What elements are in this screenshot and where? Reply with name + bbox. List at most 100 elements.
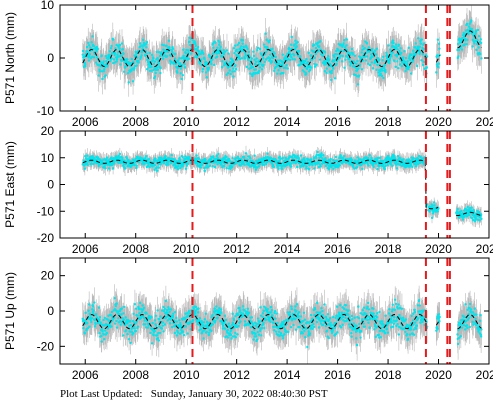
data-point <box>197 50 201 53</box>
data-point <box>232 61 235 64</box>
data-point <box>290 162 293 165</box>
data-point <box>284 157 288 160</box>
data-point <box>228 69 231 72</box>
data-point <box>271 163 275 167</box>
data-point <box>396 48 399 51</box>
data-point <box>364 59 368 62</box>
data-point <box>317 49 320 52</box>
y-tick-label: -20 <box>37 231 55 245</box>
data-point <box>295 45 298 48</box>
data-point <box>289 58 292 62</box>
data-point <box>315 156 318 160</box>
data-point <box>379 72 382 76</box>
data-point <box>377 71 380 74</box>
data-point <box>112 61 115 65</box>
data-point <box>151 165 154 168</box>
data-point <box>208 164 211 168</box>
data-point <box>136 155 139 159</box>
data-point <box>360 51 363 54</box>
data-point <box>153 164 157 167</box>
data-point <box>420 59 423 62</box>
data-point <box>179 72 182 75</box>
data-point <box>186 58 189 62</box>
data-point <box>366 62 370 65</box>
data-point <box>210 62 213 66</box>
data-point <box>384 71 387 74</box>
data-point <box>433 204 436 207</box>
data-point <box>353 54 357 57</box>
data-point <box>370 53 373 56</box>
data-point <box>83 55 86 58</box>
data-point <box>145 67 149 71</box>
data-point <box>350 47 354 51</box>
data-point <box>290 35 293 39</box>
data-point <box>99 65 103 68</box>
data-point <box>233 70 236 73</box>
data-point <box>173 57 177 60</box>
data-point <box>374 53 378 56</box>
data-point <box>145 161 148 164</box>
data-point <box>155 166 158 169</box>
data-point <box>269 156 273 160</box>
data-point <box>328 159 332 163</box>
data-point <box>472 212 475 216</box>
data-point <box>238 54 241 58</box>
data-point <box>127 81 130 84</box>
data-point <box>320 152 323 155</box>
data-point <box>182 48 185 51</box>
data-point <box>393 154 396 157</box>
data-point <box>475 48 478 52</box>
data-point <box>197 157 201 160</box>
data-point <box>105 59 108 63</box>
data-point <box>436 38 440 41</box>
data-point <box>122 70 126 73</box>
data-point <box>118 43 122 47</box>
data-point <box>479 38 483 41</box>
data-point <box>130 57 134 61</box>
data-point <box>313 65 317 68</box>
data-point <box>95 45 99 49</box>
data-point <box>148 51 151 55</box>
data-point <box>191 38 194 42</box>
data-point <box>365 42 369 45</box>
data-point <box>154 157 157 160</box>
data-point <box>480 57 483 60</box>
data-point <box>267 56 270 59</box>
data-point <box>393 157 397 161</box>
data-point <box>406 60 409 63</box>
data-point <box>323 70 327 73</box>
data-point <box>212 63 216 67</box>
data-point <box>239 164 242 167</box>
data-point <box>179 67 183 70</box>
data-point <box>236 43 239 47</box>
data-point <box>116 53 119 57</box>
data-point <box>264 32 267 35</box>
data-point <box>333 77 337 80</box>
data-point <box>104 167 107 170</box>
data-point <box>152 68 155 72</box>
data-point <box>265 38 268 42</box>
data-point <box>361 167 364 171</box>
data-point <box>457 48 461 52</box>
data-point <box>303 158 306 162</box>
data-point <box>178 57 181 60</box>
data-point <box>104 63 107 67</box>
data-point <box>326 56 329 60</box>
data-point <box>382 67 386 70</box>
data-point <box>391 39 395 42</box>
data-point <box>375 68 378 72</box>
data-point <box>370 47 374 51</box>
data-point <box>218 43 221 47</box>
data-point <box>321 157 324 160</box>
data-point <box>410 53 413 57</box>
data-point <box>96 156 100 159</box>
data-point <box>367 164 370 167</box>
data-point <box>185 164 188 167</box>
data-point <box>296 40 299 44</box>
data-point <box>479 213 483 216</box>
data-point <box>471 218 475 222</box>
data-point <box>401 56 405 59</box>
data-point <box>315 63 318 66</box>
data-point <box>205 76 208 79</box>
data-point <box>231 67 235 70</box>
